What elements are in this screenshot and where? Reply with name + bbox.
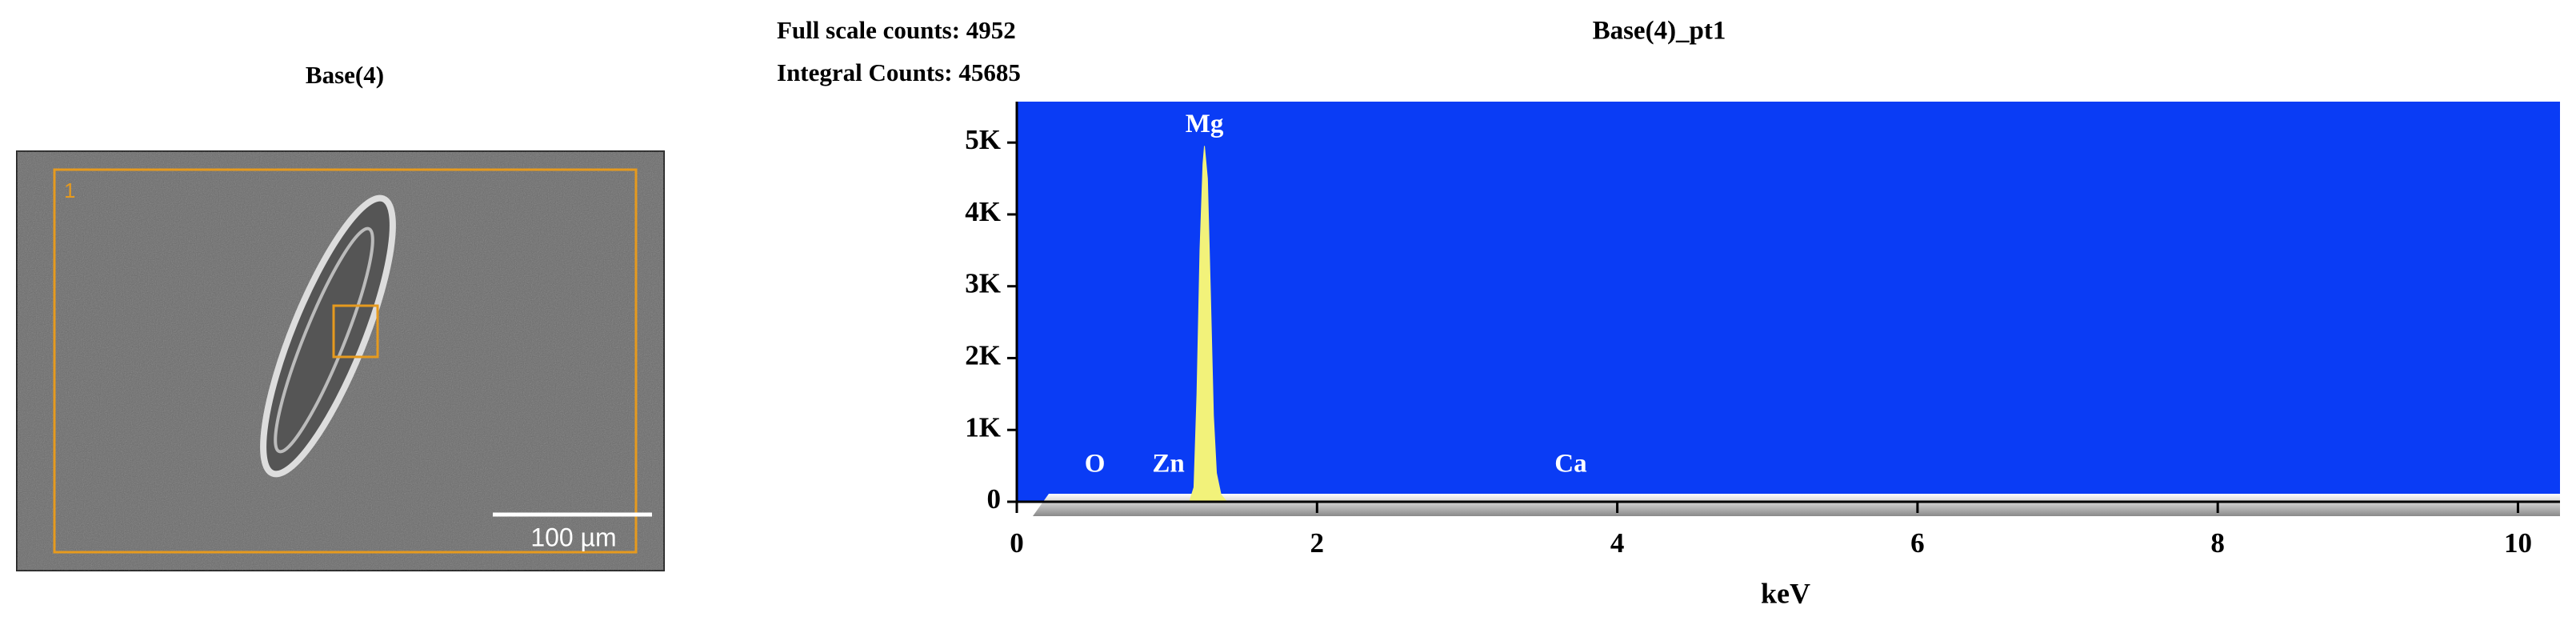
y-tick-label: 0 (987, 483, 1002, 515)
peak-label: Zn (1152, 450, 1184, 479)
x-tick-label: 2 (1310, 527, 1325, 559)
spectrum (1189, 146, 1228, 503)
scale-bar-label: 100 µm (530, 523, 616, 551)
y-tick-label: 1K (965, 411, 1001, 443)
y-tick-label: 4K (965, 196, 1001, 227)
peak-label: Mg (1186, 110, 1224, 138)
image-title: Base(4) (306, 61, 384, 89)
x-tick-label: 4 (1610, 527, 1625, 559)
point-region (332, 304, 379, 359)
chart-title: Base(4)_pt1 (1593, 17, 1726, 46)
info-line: Integral Counts: 45685 (777, 58, 1021, 86)
scan-region (53, 168, 638, 554)
peak-label: Ca (1554, 450, 1586, 479)
region-label: 1 (64, 178, 75, 202)
info-line: Full scale counts: 4952 (777, 16, 1016, 44)
x-tick-label: 0 (1010, 527, 1024, 559)
peak-label: O (1085, 450, 1106, 479)
x-tick-label: 10 (2504, 527, 2532, 559)
sem-feature (260, 194, 396, 478)
sem-feature-inner (274, 226, 374, 454)
sem-panel: Base(4) 1 100 µm (16, 61, 665, 571)
y-tick-label: 5K (965, 124, 1001, 155)
y-tick-label: 3K (965, 268, 1001, 299)
y-tick-label: 2K (965, 339, 1001, 371)
plot-background (1017, 102, 2560, 502)
plot-shade (1033, 494, 2560, 516)
x-tick-label: 6 (1910, 527, 1925, 559)
x-tick-label: 8 (2210, 527, 2225, 559)
x-axis-label: keV (1761, 577, 1810, 609)
